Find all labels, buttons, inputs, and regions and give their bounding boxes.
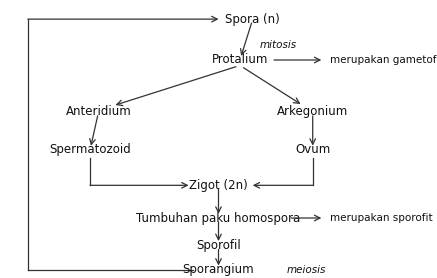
Text: mitosis: mitosis [259,40,296,50]
Text: merupakan sporofit: merupakan sporofit [330,213,433,223]
Text: Spermatozoid: Spermatozoid [49,143,131,157]
Text: Tumbuhan paku homospora: Tumbuhan paku homospora [136,212,301,225]
Text: Spora (n): Spora (n) [225,13,280,26]
Text: meiosis: meiosis [287,265,326,275]
Text: Zigot (2n): Zigot (2n) [189,179,248,192]
Text: Sporofil: Sporofil [196,239,241,252]
Text: Arkegonium: Arkegonium [277,105,348,118]
Text: merupakan gametofit: merupakan gametofit [330,55,437,65]
Text: Sporangium: Sporangium [183,263,254,276]
Text: Anteridium: Anteridium [66,105,132,118]
Text: Ovum: Ovum [295,143,330,157]
Text: Protalium: Protalium [212,53,268,66]
